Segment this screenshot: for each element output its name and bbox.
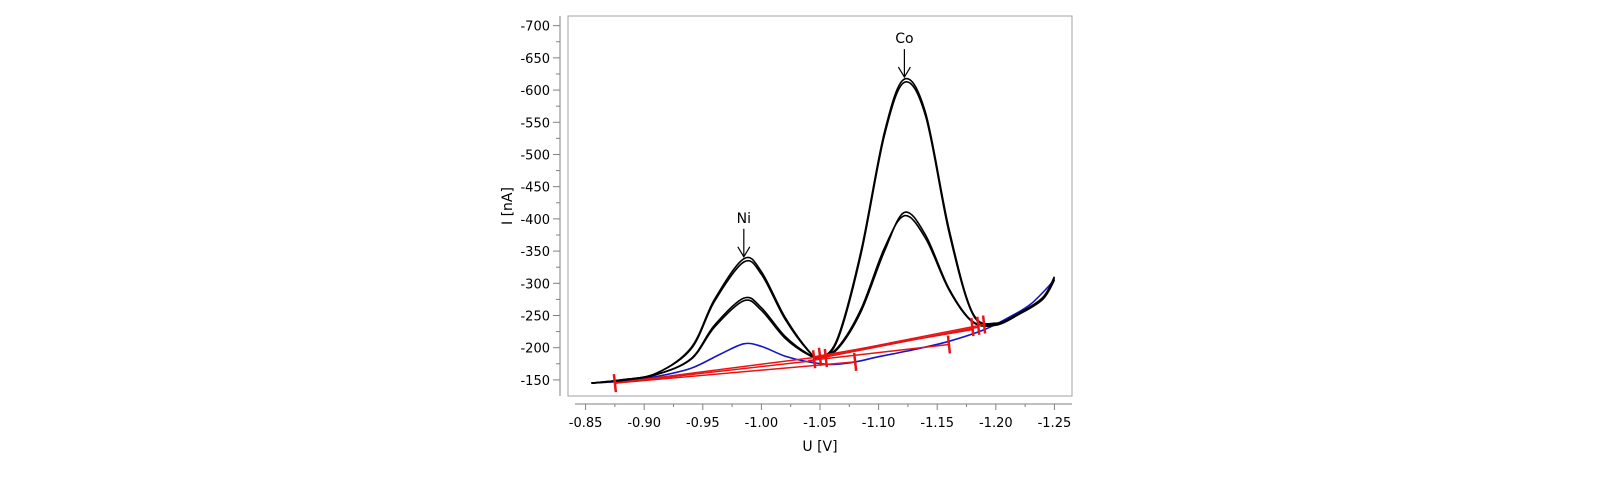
baseline-marker-1	[612, 373, 618, 393]
baseline-marker-3	[817, 347, 823, 366]
x-tick-label: -1.05	[803, 416, 837, 431]
annotation-arrowhead-2	[897, 66, 911, 79]
y-tick-label: -250	[520, 309, 550, 324]
baseline-7	[814, 328, 973, 358]
annotation-label-ni: Ni	[737, 211, 751, 227]
y-axis-title: I [nA]	[500, 187, 516, 225]
y-tick-label: -500	[520, 148, 550, 163]
y-tick-label: -150	[520, 374, 550, 389]
baseline-2	[614, 355, 821, 384]
baseline-marker-2	[811, 350, 817, 369]
x-tick-label: -1.10	[862, 416, 896, 431]
peak-annotations: Ni Co	[737, 31, 914, 258]
x-tick-label: -1.25	[1038, 416, 1072, 431]
x-tick-label: -0.85	[569, 416, 603, 431]
x-tick-label: -1.15	[920, 416, 954, 431]
y-tick-label: -400	[520, 213, 550, 228]
y-tick-label: -300	[520, 277, 550, 292]
annotation-arrowhead-1	[737, 246, 751, 258]
baseline-marker-7	[970, 317, 975, 337]
x-tick-label: -1.00	[745, 416, 779, 431]
baseline-6	[808, 343, 950, 362]
baseline-marker-8	[975, 316, 981, 335]
baseline-3	[614, 361, 856, 384]
plot-frame	[567, 15, 1073, 397]
baseline-marker-6	[946, 335, 952, 354]
series-line-3	[591, 211, 1056, 384]
x-tick-label: -1.20	[979, 416, 1013, 431]
series-line-4	[591, 77, 1056, 384]
x-axis: -0.85 -0.90 -0.95 -1.00 -1.05 -1.10 -1.15 -1.20…	[569, 403, 1072, 431]
baseline-marker-5	[852, 352, 858, 372]
x-tick-label: -0.95	[686, 416, 720, 431]
y-tick-label: -700	[520, 20, 550, 35]
baseline-lines	[612, 315, 987, 393]
baseline-marker-9	[981, 315, 987, 334]
y-tick-label: -450	[520, 181, 550, 196]
series-line-5	[591, 81, 1056, 384]
y-tick-label: -600	[520, 84, 550, 99]
y-tick-label: -350	[520, 245, 550, 260]
data-curves	[591, 77, 1056, 384]
y-tick-label: -650	[520, 52, 550, 67]
baseline-marker-4	[823, 348, 829, 368]
x-tick-label: -0.90	[627, 416, 661, 431]
annotation-label-co: Co	[895, 31, 913, 47]
x-axis-title: U [V]	[802, 439, 837, 455]
y-axis: -700 -650 -600 -550 -500 -450 -400 -350 -300 -250…	[520, 16, 561, 396]
y-tick-label: -550	[520, 116, 550, 131]
y-tick-label: -200	[520, 342, 550, 357]
